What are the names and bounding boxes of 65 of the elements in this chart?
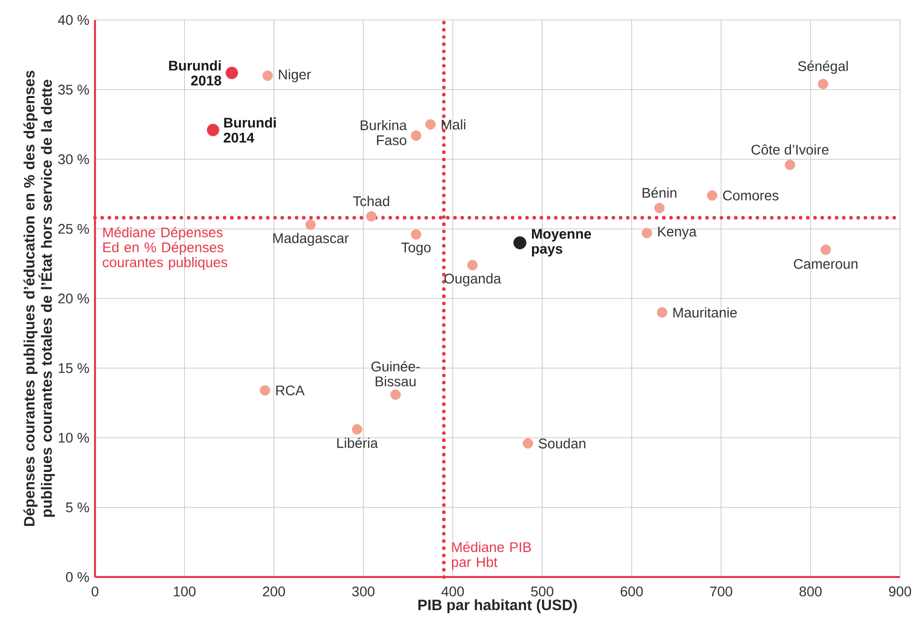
data-label: Cameroun bbox=[794, 258, 858, 269]
x-tick-label: 800 bbox=[800, 586, 822, 596]
point bbox=[410, 229, 422, 240]
x-tick-label: 100 bbox=[174, 586, 196, 596]
data-label: Burundi 2018 bbox=[169, 60, 222, 86]
data-label: Burundi 2014 bbox=[224, 117, 276, 143]
y-tick-label: 15 % bbox=[58, 363, 89, 374]
data-label: Libéria bbox=[337, 438, 378, 448]
data-label: Togo bbox=[401, 242, 431, 256]
y-tick-label: 5 % bbox=[66, 502, 89, 512]
data-label: Sénégal bbox=[798, 60, 848, 74]
point bbox=[513, 236, 526, 250]
data-label: Tchad bbox=[353, 196, 390, 206]
point bbox=[390, 389, 401, 400]
point bbox=[260, 385, 270, 396]
point bbox=[522, 438, 534, 449]
data-label: RCA bbox=[276, 385, 305, 396]
ref-line-label: Médiane Dépenses Ed en % Dépenses courantes publiques bbox=[102, 226, 228, 270]
point bbox=[706, 190, 718, 201]
data-label: Niger bbox=[278, 69, 311, 82]
point bbox=[642, 228, 652, 238]
data-label: Comores bbox=[723, 190, 778, 200]
y-tick-label: 0 % bbox=[66, 572, 89, 582]
data-label: Soudan bbox=[538, 438, 586, 448]
x-tick-label: 600 bbox=[620, 586, 643, 596]
x-tick-label: 700 bbox=[710, 586, 732, 596]
data-label: Madagascar bbox=[273, 232, 349, 246]
y-axis-title: Dépenses courantes publiques d’éducation en % des dépenses publiques courantes totales de l’État hors service de la dette bbox=[23, 70, 55, 526]
data-label: Côte d’Ivoire bbox=[752, 144, 828, 155]
y-tick-label: 30 % bbox=[58, 154, 89, 164]
x-tick-label: 0 bbox=[92, 586, 98, 596]
point bbox=[425, 119, 436, 130]
x-tick-label: 300 bbox=[352, 586, 374, 596]
y-tick-label: 35 % bbox=[58, 84, 89, 95]
point bbox=[410, 130, 422, 141]
data-label: Ouganda bbox=[444, 273, 502, 286]
ref-line-label: Médiane PIB par Hbt bbox=[452, 542, 531, 570]
x-tick-label: 200 bbox=[262, 586, 285, 596]
point bbox=[467, 260, 478, 270]
data-label: Bénin bbox=[642, 187, 676, 198]
point bbox=[206, 124, 220, 136]
y-tick-label: 25 % bbox=[58, 224, 89, 234]
data-label: Moyenne pays bbox=[532, 229, 592, 257]
data-label: Guinée-Bissau bbox=[371, 361, 420, 386]
data-label: Mauritanie bbox=[673, 307, 737, 318]
point bbox=[654, 202, 665, 214]
point bbox=[262, 70, 273, 81]
data-label: Mali bbox=[442, 119, 466, 130]
point bbox=[366, 211, 377, 222]
point bbox=[305, 219, 316, 230]
x-axis-title: PIB par habitant (USD) bbox=[418, 599, 577, 614]
point bbox=[784, 160, 796, 170]
data-label: Kenya bbox=[658, 226, 697, 240]
y-tick-label: 40 % bbox=[58, 15, 89, 25]
point bbox=[226, 66, 238, 80]
x-tick-label: 900 bbox=[889, 586, 912, 596]
point bbox=[820, 244, 831, 255]
point bbox=[818, 78, 828, 90]
point bbox=[352, 424, 362, 435]
point bbox=[656, 307, 668, 318]
x-tick-label: 400 bbox=[441, 586, 464, 596]
x-tick-label: 500 bbox=[531, 586, 554, 596]
y-tick-label: 20 % bbox=[58, 294, 89, 304]
data-label: Burkina Faso bbox=[360, 120, 407, 146]
y-tick-label: 10 % bbox=[58, 432, 89, 443]
